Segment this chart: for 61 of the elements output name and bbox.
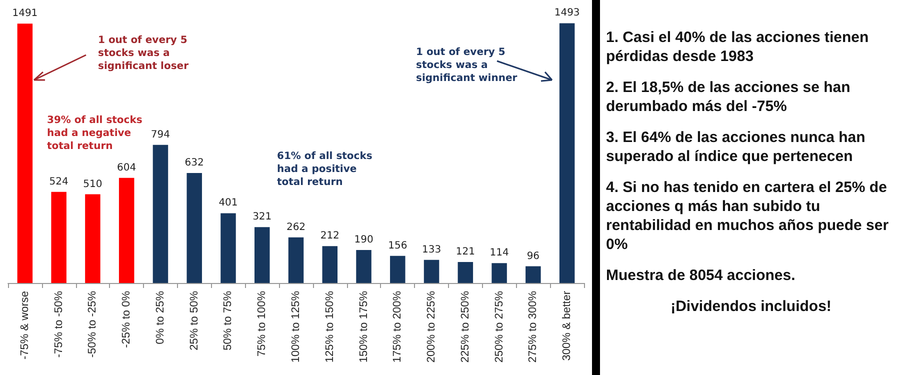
data-label: 1493: [554, 8, 580, 19]
text: 1. Casi el 40% de las acciones tienen pérdidas desde 1983: [606, 28, 870, 66]
bar: [220, 213, 236, 283]
bar: [458, 262, 474, 283]
x-tick-label: 225% to 250%: [459, 290, 472, 363]
data-label: 96: [526, 250, 540, 262]
x-tick-label: 275% to 300%: [527, 290, 540, 363]
data-label: 190: [354, 234, 374, 246]
x-tick-label: 125% to 150%: [324, 290, 336, 363]
bar: [118, 178, 134, 283]
data-label: 212: [320, 230, 340, 242]
data-label: 121: [456, 246, 475, 258]
bar: [85, 194, 100, 283]
annotation: 1 out of every 5 stocks was a significant winner: [416, 46, 518, 85]
bar: [322, 246, 338, 283]
bar: [424, 260, 440, 283]
data-label: 604: [117, 162, 136, 174]
data-label: 262: [286, 222, 306, 233]
data-label: 321: [252, 212, 272, 223]
bar: [356, 250, 372, 283]
annotation: 39% of all stocks had a negative total return: [47, 114, 142, 153]
x-tick-label: 50% to 75%: [222, 290, 234, 350]
text: Muestra de 8054 acciones.: [606, 266, 796, 285]
bar: [152, 144, 168, 283]
x-tick-label: 175% to 200%: [392, 290, 404, 363]
x-tick-label: 25% to 50%: [188, 290, 200, 350]
data-label: 632: [184, 158, 204, 169]
x-tick-label: -75% to -50%: [52, 290, 65, 358]
x-tick-label: -25% to 0%: [120, 290, 133, 348]
bar: [254, 227, 270, 283]
data-label: 1491: [12, 8, 38, 20]
text: 4. Si no has tenido en cartera el 25% de acciones q más han subido tu rentabilidad en muchos años puede ser 0%: [606, 178, 890, 254]
x-tick-label: 150% to 175%: [358, 290, 370, 363]
bar: [17, 24, 33, 283]
data-label: 114: [490, 248, 509, 259]
text: 3. El 64% de las acciones nunca han superado al índice que pertenecen: [606, 128, 866, 166]
x-tick-label: 250% to 275%: [493, 290, 506, 363]
bar: [186, 173, 202, 283]
data-label: 510: [83, 178, 102, 190]
text: ¡Dividendos incluidos!: [670, 297, 832, 316]
data-label: 156: [388, 240, 408, 252]
data-label: 524: [49, 176, 68, 188]
data-label: 401: [218, 198, 238, 209]
bar: [51, 192, 66, 283]
x-tick-label: 0% to 25%: [154, 290, 166, 344]
bar: [492, 263, 507, 283]
x-tick-label: 300% & better: [561, 290, 574, 361]
x-tick-label: -50% to -25%: [86, 290, 99, 358]
x-tick-label: 200% to 225%: [426, 290, 438, 363]
bar: [390, 256, 406, 283]
bar: [288, 237, 304, 283]
text: 2. El 18,5% de las acciones se han derumbado más del -75%: [606, 78, 852, 116]
bar: [559, 23, 575, 283]
x-tick-label: 75% to 100%: [256, 290, 268, 356]
x-tick-label: -75% & worse: [18, 291, 31, 360]
bar: [526, 266, 541, 283]
annotation: 61% of all stocks had a positive total return: [277, 150, 372, 189]
data-label: 133: [422, 244, 442, 256]
x-tick-label: 100% to 125%: [290, 290, 302, 363]
annotation: 1 out of every 5 stocks was a significant loser: [98, 34, 189, 73]
data-label: 794: [150, 129, 170, 140]
